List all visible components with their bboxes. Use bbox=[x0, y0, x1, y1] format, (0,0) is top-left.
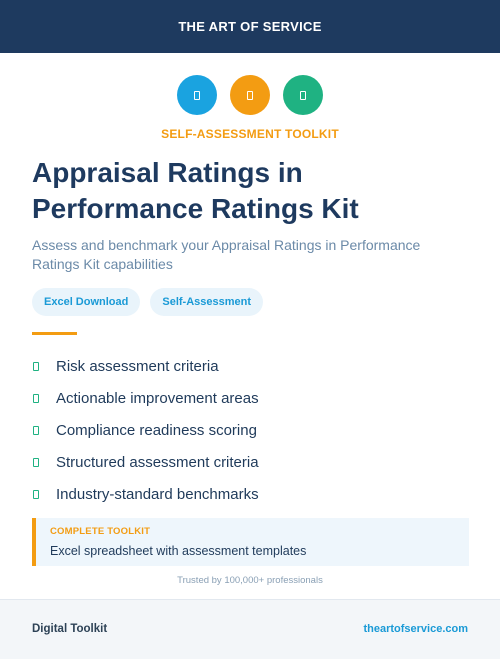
feature-label: Structured assessment criteria bbox=[56, 453, 259, 471]
toolkit-callout: COMPLETE TOOLKIT Excel spreadsheet with … bbox=[32, 518, 469, 566]
check-icon bbox=[33, 489, 39, 499]
list-item: Risk assessment criteria bbox=[32, 350, 472, 382]
list-item: Actionable improvement areas bbox=[32, 382, 472, 414]
check-icon bbox=[33, 425, 39, 435]
check-icon bbox=[33, 393, 39, 403]
eyebrow-label: SELF-ASSESSMENT TOOLKIT bbox=[161, 127, 339, 141]
list-item: Compliance readiness scoring bbox=[32, 414, 472, 446]
tag-self-assessment: Self-Assessment bbox=[150, 288, 264, 316]
document-icon bbox=[177, 75, 217, 115]
list-item: Structured assessment criteria bbox=[32, 446, 472, 478]
icon-row bbox=[0, 75, 500, 115]
feature-label: Risk assessment criteria bbox=[56, 357, 219, 375]
website-link[interactable]: theartofservice.com bbox=[363, 623, 468, 635]
feature-list: Risk assessment criteria Actionable impr… bbox=[32, 350, 472, 510]
feature-label: Industry-standard benchmarks bbox=[56, 485, 259, 503]
tag-excel-download: Excel Download bbox=[32, 288, 141, 316]
callout-label: COMPLETE TOOLKIT bbox=[50, 526, 151, 537]
footer-bar: Digital Toolkit theartofservice.com bbox=[0, 599, 500, 659]
list-item: Industry-standard benchmarks bbox=[32, 478, 472, 510]
header-bar: THE ART OF SERVICE bbox=[0, 0, 500, 53]
footer-label: Digital Toolkit bbox=[32, 623, 108, 635]
check-icon bbox=[33, 361, 39, 371]
brand-name: THE ART OF SERVICE bbox=[178, 19, 322, 34]
document-icon bbox=[283, 75, 323, 115]
page-title: Appraisal Ratings in Performance Ratings… bbox=[32, 157, 359, 224]
page-subtitle: Assess and benchmark your Appraisal Rati… bbox=[32, 237, 421, 272]
feature-label: Actionable improvement areas bbox=[56, 389, 259, 407]
tag-list: Excel Download Self-Assessment bbox=[32, 288, 264, 316]
feature-label: Compliance readiness scoring bbox=[56, 421, 257, 439]
callout-text: Excel spreadsheet with assessment templa… bbox=[50, 544, 307, 558]
document-icon bbox=[230, 75, 270, 115]
accent-divider bbox=[32, 332, 77, 335]
trusted-note: Trusted by 100,000+ professionals bbox=[177, 575, 323, 586]
check-icon bbox=[33, 457, 39, 467]
